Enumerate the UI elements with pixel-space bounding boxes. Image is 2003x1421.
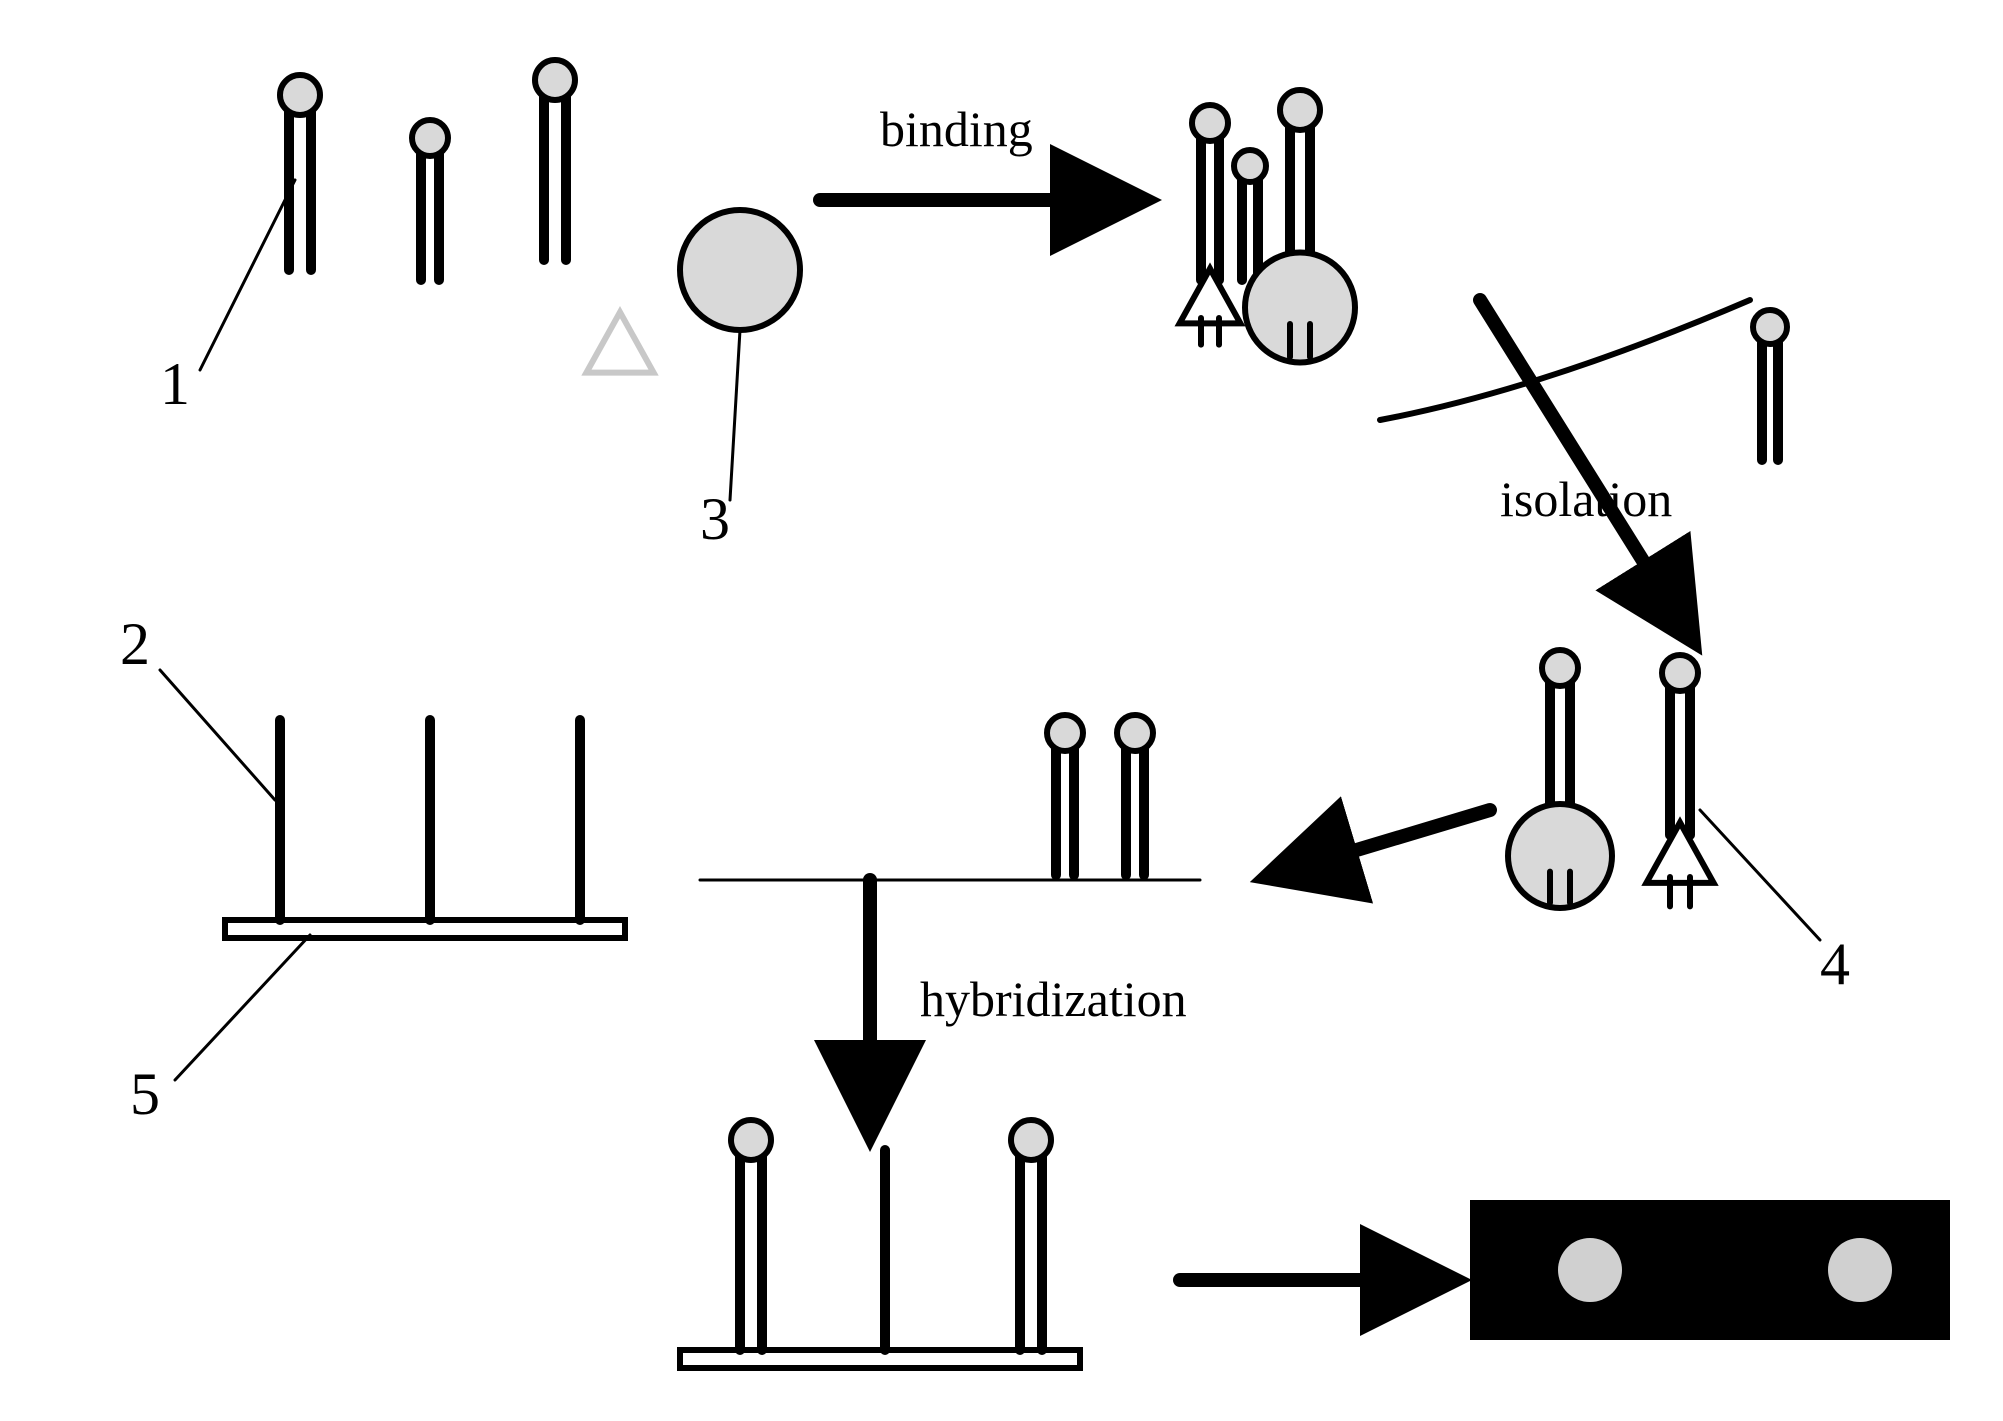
- callout-5: 5: [130, 1060, 160, 1129]
- label-hybridization: hybridization: [920, 970, 1187, 1028]
- label-isolation: isolation: [1500, 470, 1672, 528]
- label-binding: binding: [880, 100, 1033, 158]
- diagram-svg: [0, 0, 2003, 1421]
- diagram-stage: binding isolation hybridization 1 3 2 4 …: [0, 0, 2003, 1421]
- callout-4: 4: [1820, 930, 1850, 999]
- callout-1: 1: [160, 350, 190, 419]
- callout-3: 3: [700, 485, 730, 554]
- callout-2: 2: [120, 610, 150, 679]
